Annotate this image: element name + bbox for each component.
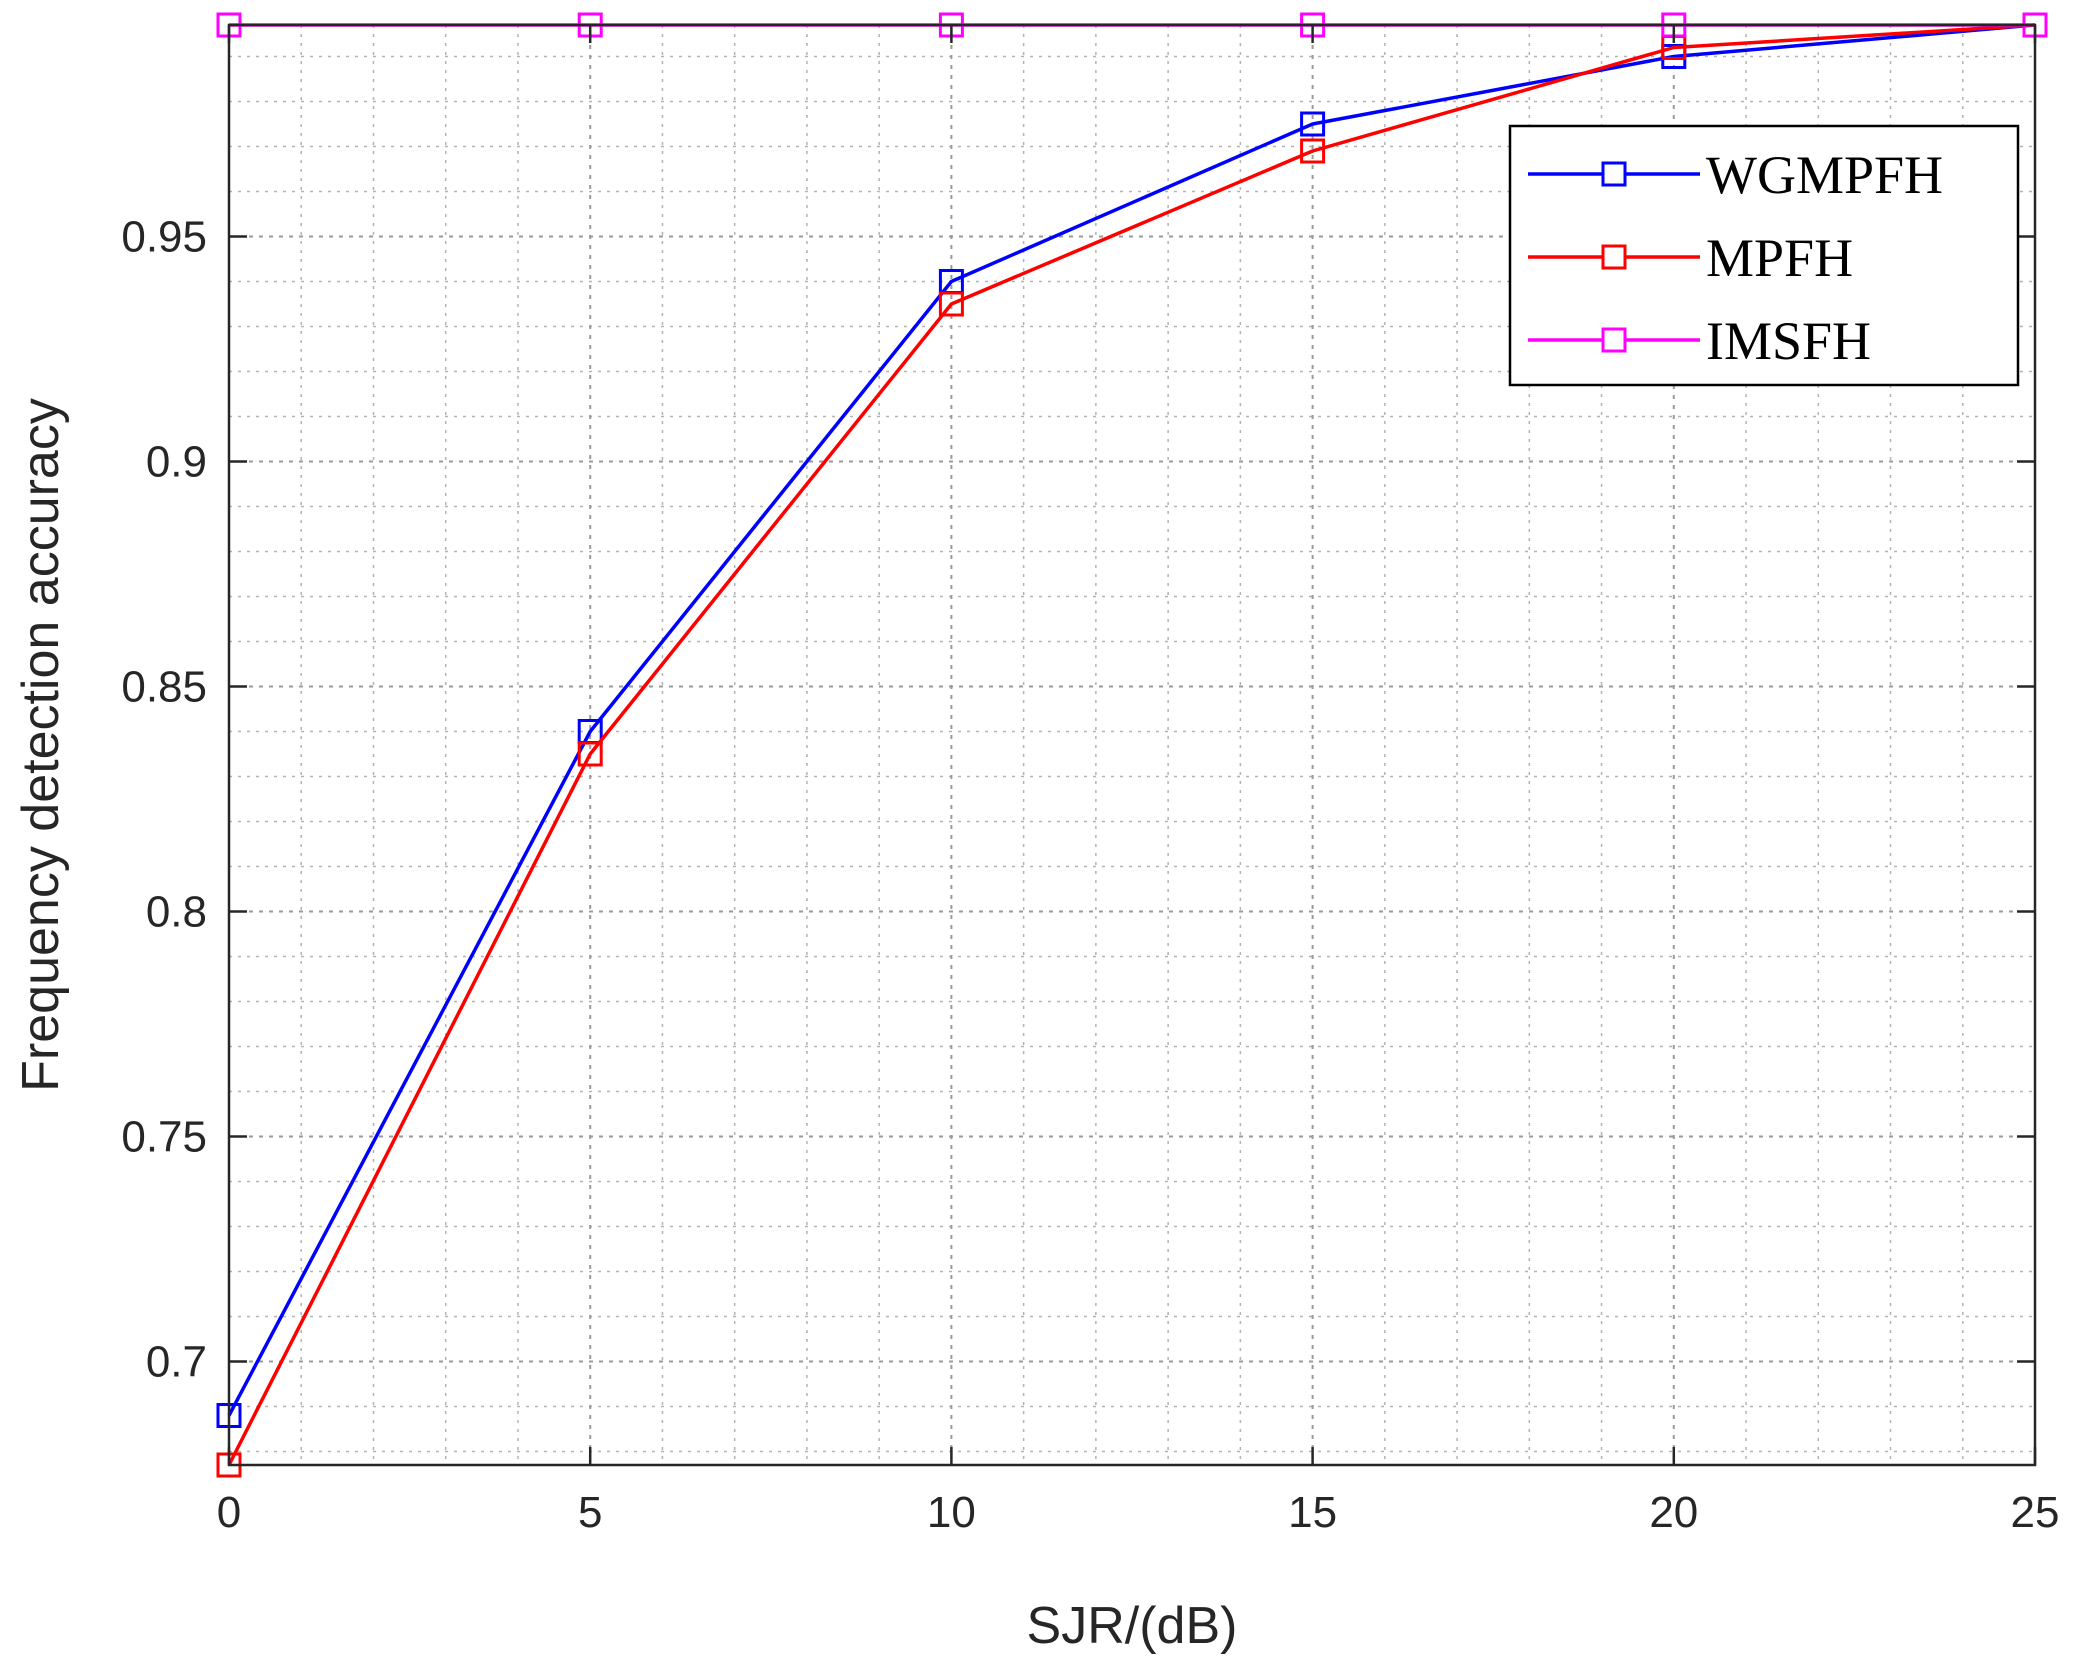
legend-label-mpfh: MPFH xyxy=(1706,228,1853,288)
minor-grid xyxy=(229,25,2035,1465)
series-line-wgmpfh xyxy=(227,23,2036,1417)
series-line-mpfh xyxy=(227,23,2036,1466)
x-tick-label: 25 xyxy=(2011,1488,2060,1537)
x-tick-label: 15 xyxy=(1288,1488,1337,1537)
data-point-mpfh xyxy=(1300,138,1326,164)
major-grid xyxy=(229,25,2035,1465)
x-tick-label: 20 xyxy=(1649,1488,1698,1537)
y-tick-label: 0.9 xyxy=(146,438,207,487)
x-tick-label: 5 xyxy=(578,1488,602,1537)
tick-labels: 0 5 10 15 20 25 0.7 0.75 0.8 0.85 0.9 0.95 xyxy=(121,213,2059,1538)
legend-label-wgmpfh: WGMPFH xyxy=(1706,145,1943,205)
data-point-wgmpfh xyxy=(1300,111,1326,137)
y-tick-label: 0.7 xyxy=(146,1338,207,1387)
legend-label-imsfh: IMSFH xyxy=(1706,311,1871,371)
x-axis-title: SJR/(dB) xyxy=(1027,1597,1238,1655)
data-point-mpfh xyxy=(938,291,964,317)
y-tick-label: 0.75 xyxy=(121,1113,207,1162)
data-point-mpfh xyxy=(577,741,603,767)
y-tick-label: 0.85 xyxy=(121,663,207,712)
y-tick-label: 0.8 xyxy=(146,888,207,937)
y-tick-label: 0.95 xyxy=(121,213,207,262)
legend-marker-wgmpfh xyxy=(1601,161,1627,187)
axis-ticks xyxy=(227,25,2037,1465)
x-tick-label: 10 xyxy=(927,1488,976,1537)
x-tick-label: 0 xyxy=(217,1488,241,1537)
y-axis-title: Frequency detection accuracy xyxy=(12,398,70,1092)
legend: WGMPFH MPFH IMSFH xyxy=(1508,124,2020,387)
legend-marker-mpfh xyxy=(1601,244,1627,270)
axes-frame xyxy=(227,23,2037,1467)
legend-marker-imsfh xyxy=(1601,327,1627,353)
